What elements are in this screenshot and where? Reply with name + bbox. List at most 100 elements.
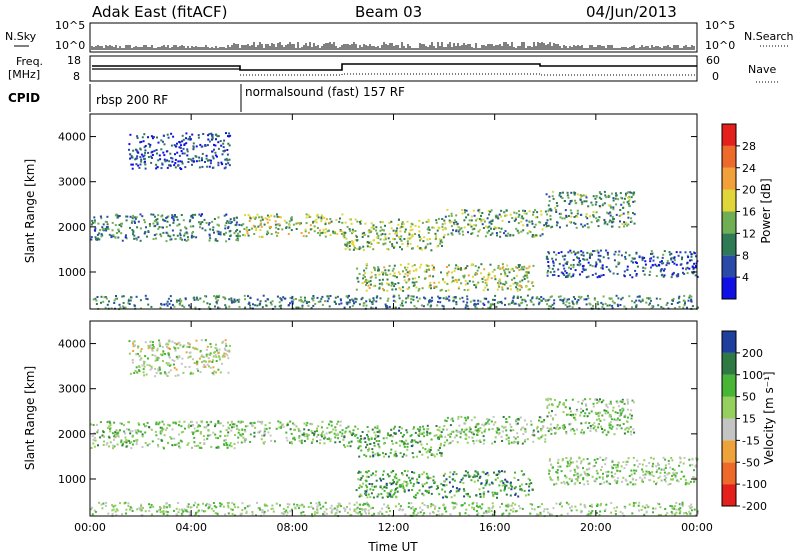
- data-cell: [474, 429, 477, 432]
- data-cell: [573, 432, 576, 435]
- data-cell: [528, 221, 531, 224]
- data-cell: [599, 398, 601, 401]
- data-cell: [401, 302, 403, 305]
- data-cell: [697, 306, 699, 309]
- data-cell: [594, 272, 597, 275]
- data-cell: [594, 197, 597, 200]
- data-cell: [155, 423, 158, 426]
- data-cell: [329, 440, 332, 443]
- data-cell: [435, 219, 438, 222]
- data-cell: [523, 265, 526, 268]
- data-cell: [371, 428, 374, 431]
- data-cell: [520, 489, 523, 492]
- data-cell: [93, 432, 96, 435]
- data-cell: [376, 495, 379, 498]
- data-cell: [156, 218, 159, 221]
- data-cell: [338, 303, 341, 306]
- data-cell: [278, 223, 281, 226]
- data-cell: [566, 481, 569, 484]
- data-cell: [165, 342, 168, 345]
- data-cell: [638, 463, 641, 465]
- data-cell: [136, 353, 139, 355]
- data-cell: [449, 471, 452, 474]
- data-cell: [504, 271, 506, 274]
- data-cell: [549, 214, 552, 217]
- data-cell: [290, 300, 293, 303]
- data-cell: [518, 269, 521, 271]
- data-cell: [612, 218, 615, 220]
- data-cell: [516, 442, 519, 445]
- data-cell: [225, 306, 228, 309]
- data-cell: [538, 301, 541, 304]
- data-cell: [150, 155, 153, 158]
- data-cell: [626, 201, 629, 204]
- data-cell: [608, 422, 611, 425]
- data-cell: [176, 357, 179, 360]
- data-cell: [145, 226, 147, 229]
- data-cell: [254, 426, 257, 429]
- data-cell: [493, 440, 496, 443]
- data-cell: [106, 221, 108, 223]
- data-cell: [557, 458, 560, 461]
- data-cell: [180, 431, 183, 434]
- data-cell: [367, 280, 370, 283]
- data-cell: [385, 304, 388, 307]
- data-cell: [108, 436, 111, 439]
- data-cell: [577, 295, 580, 298]
- data-cell: [139, 147, 142, 150]
- data-cell: [363, 280, 366, 283]
- data-cell: [641, 259, 644, 262]
- data-cell: [595, 261, 598, 264]
- data-cell: [374, 426, 377, 429]
- data-cell: [652, 259, 655, 262]
- data-cell: [378, 429, 381, 432]
- data-cell: [515, 266, 517, 269]
- data-cell: [343, 236, 346, 239]
- data-cell: [659, 270, 662, 273]
- data-cell: [252, 224, 255, 227]
- data-cell: [680, 263, 683, 266]
- data-cell: [320, 214, 323, 217]
- data-cell: [406, 242, 409, 245]
- data-cell: [320, 297, 323, 300]
- data-cell: [329, 221, 331, 224]
- data-cell: [427, 231, 430, 234]
- data-cell: [674, 472, 677, 475]
- data-cell: [565, 413, 568, 416]
- data-cell: [384, 453, 387, 456]
- data-cell: [499, 235, 502, 238]
- data-cell: [114, 433, 116, 436]
- data-cell: [207, 357, 210, 360]
- data-cell: [121, 444, 124, 447]
- data-cell: [592, 214, 595, 217]
- data-cell: [572, 274, 575, 277]
- data-cell: [602, 274, 605, 276]
- data-cell: [423, 471, 425, 474]
- data-cell: [183, 152, 186, 155]
- data-cell: [123, 424, 125, 427]
- data-cell: [418, 434, 421, 437]
- data-cell: [181, 357, 184, 360]
- data-cell: [537, 430, 540, 433]
- data-cell: [561, 217, 564, 220]
- data-cell: [514, 471, 516, 474]
- data-cell: [172, 234, 175, 237]
- data-cell: [584, 472, 587, 475]
- data-cell: [691, 265, 694, 268]
- data-cell: [224, 227, 227, 230]
- data-cell: [507, 268, 510, 271]
- data-cell: [248, 302, 251, 305]
- data-cell: [422, 428, 425, 431]
- data-cell: [528, 210, 531, 213]
- data-cell: [567, 274, 570, 277]
- data-cell: [531, 297, 534, 300]
- data-cell: [546, 213, 549, 216]
- data-cell: [316, 427, 318, 430]
- data-cell: [263, 434, 266, 437]
- data-cell: [350, 242, 353, 245]
- data-cell: [626, 192, 629, 195]
- data-cell: [340, 435, 343, 438]
- data-cell: [112, 235, 115, 238]
